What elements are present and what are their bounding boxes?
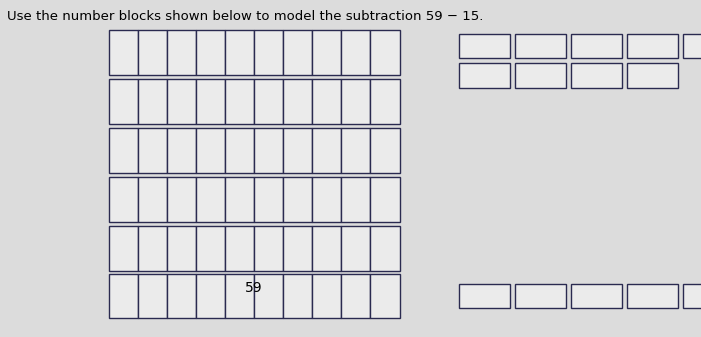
Bar	[167, 30, 196, 75]
Bar	[196, 79, 225, 124]
Bar	[137, 30, 167, 75]
Bar	[254, 177, 283, 222]
Bar	[254, 79, 283, 124]
Bar	[313, 128, 341, 173]
Bar	[225, 30, 254, 75]
Bar	[109, 274, 137, 318]
Bar	[283, 128, 313, 173]
Bar	[571, 34, 622, 58]
Bar	[341, 128, 370, 173]
Bar	[459, 63, 510, 88]
Bar	[225, 177, 254, 222]
Bar	[109, 177, 137, 222]
Bar	[341, 79, 370, 124]
Bar	[283, 226, 313, 271]
Bar	[515, 284, 566, 308]
Bar	[341, 226, 370, 271]
Bar	[341, 274, 370, 318]
Bar	[370, 79, 400, 124]
Bar	[137, 177, 167, 222]
Bar	[196, 128, 225, 173]
Bar	[683, 34, 701, 58]
Bar	[137, 79, 167, 124]
Bar	[225, 274, 254, 318]
Bar	[254, 226, 283, 271]
Bar	[370, 128, 400, 173]
Bar	[627, 284, 678, 308]
Bar	[459, 34, 510, 58]
Bar	[196, 177, 225, 222]
Bar	[167, 226, 196, 271]
Bar	[225, 226, 254, 271]
Bar	[370, 226, 400, 271]
Bar	[167, 177, 196, 222]
Bar	[254, 274, 283, 318]
Bar	[167, 128, 196, 173]
Text: Use the number blocks shown below to model the subtraction 59 − 15.: Use the number blocks shown below to mod…	[7, 10, 484, 23]
Bar	[167, 79, 196, 124]
Text: 59: 59	[245, 281, 263, 295]
Bar	[370, 30, 400, 75]
Bar	[283, 274, 313, 318]
Bar	[627, 63, 678, 88]
Bar	[196, 274, 225, 318]
Bar	[109, 79, 137, 124]
Bar	[225, 79, 254, 124]
Bar	[627, 34, 678, 58]
Bar	[341, 177, 370, 222]
Bar	[370, 274, 400, 318]
Bar	[370, 177, 400, 222]
Bar	[313, 177, 341, 222]
Bar	[137, 274, 167, 318]
Bar	[283, 79, 313, 124]
Bar	[313, 30, 341, 75]
Bar	[571, 284, 622, 308]
Bar	[683, 284, 701, 308]
Bar	[515, 63, 566, 88]
Bar	[254, 128, 283, 173]
Bar	[109, 128, 137, 173]
Bar	[196, 30, 225, 75]
Bar	[196, 226, 225, 271]
Bar	[459, 284, 510, 308]
Bar	[283, 30, 313, 75]
Bar	[313, 79, 341, 124]
Bar	[137, 226, 167, 271]
Bar	[167, 274, 196, 318]
Bar	[109, 226, 137, 271]
Bar	[225, 128, 254, 173]
Bar	[313, 226, 341, 271]
Bar	[254, 30, 283, 75]
Bar	[515, 34, 566, 58]
Bar	[341, 30, 370, 75]
Bar	[137, 128, 167, 173]
Bar	[283, 177, 313, 222]
Bar	[313, 274, 341, 318]
Bar	[109, 30, 137, 75]
Bar	[571, 63, 622, 88]
